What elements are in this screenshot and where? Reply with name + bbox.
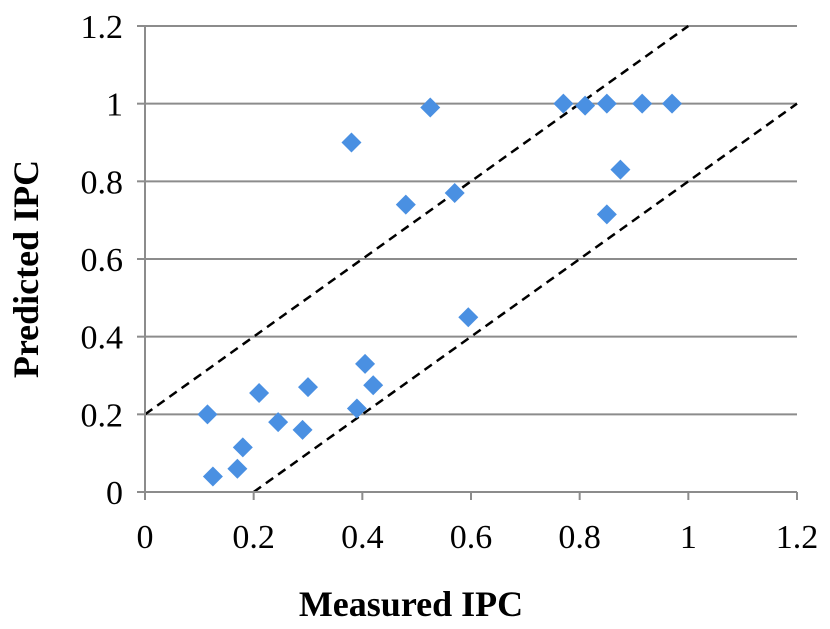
data-point-2 (227, 458, 248, 479)
y-tick-label-0: 0 (106, 475, 123, 512)
y-axis-title: Predicted IPC (6, 160, 46, 378)
y-tick-label-2: 0.4 (81, 320, 124, 357)
data-point-3 (232, 437, 253, 458)
data-point-17 (575, 95, 596, 116)
data-point-16 (553, 93, 574, 114)
x-tick-label-3: 0.6 (450, 519, 493, 556)
data-point-1 (202, 466, 223, 487)
data-point-4 (249, 382, 270, 403)
data-point-13 (420, 97, 441, 118)
data-point-8 (341, 132, 362, 153)
upper-bound-line (144, 24, 690, 416)
data-point-12 (395, 194, 416, 215)
data-point-14 (444, 182, 465, 203)
x-tick-label-1: 0.2 (232, 519, 275, 556)
data-point-7 (298, 377, 318, 398)
data-point-20 (610, 159, 631, 180)
data-point-18 (596, 93, 617, 114)
y-tick-label-6: 1.2 (81, 9, 124, 46)
x-tick-label-6: 1.2 (776, 519, 819, 556)
axes (137, 25, 798, 500)
data-point-21 (632, 93, 653, 114)
x-tick-label-0: 0 (137, 519, 154, 556)
x-tick-label-2: 0.4 (341, 519, 384, 556)
data-point-9 (346, 398, 367, 419)
tick-labels: 0 0.2 0.4 0.6 0.8 1 1.2 0 0.2 0.4 0.6 0.8 1 1.2 (81, 9, 819, 556)
x-tick-label-5: 1 (680, 519, 697, 556)
data-point-19 (596, 204, 617, 225)
reference-lines (144, 24, 798, 494)
lower-bound-line (252, 102, 798, 494)
y-tick-label-3: 0.6 (81, 242, 124, 279)
x-tick-label-4: 0.8 (558, 519, 601, 556)
y-tick-label-1: 0.2 (81, 397, 124, 434)
y-tick-label-5: 1 (106, 87, 123, 124)
data-point-11 (363, 375, 384, 396)
grid-lines (145, 25, 797, 416)
data-point-10 (355, 353, 376, 374)
data-point-5 (268, 412, 289, 433)
x-axis-title: Measured IPC (299, 584, 523, 624)
data-point-6 (292, 419, 313, 440)
data-point-22 (662, 93, 683, 114)
data-point-0 (197, 404, 218, 425)
data-points (197, 93, 683, 487)
y-tick-label-4: 0.8 (81, 164, 124, 201)
data-point-15 (458, 307, 479, 328)
